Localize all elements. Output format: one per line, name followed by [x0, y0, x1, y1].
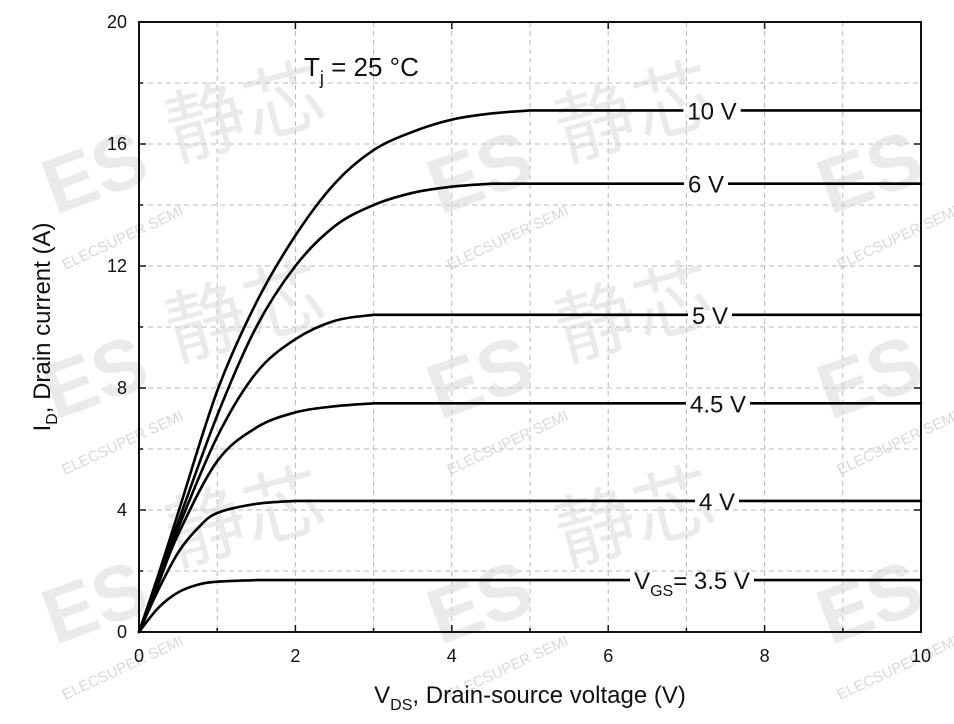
grid-lines: [139, 22, 921, 632]
iv-curve: [137, 109, 923, 634]
curve-label-gap: [630, 576, 754, 585]
y-tick-label: 16: [107, 134, 127, 154]
x-axis-title: VDS, Drain-source voltage (V): [374, 682, 686, 714]
watermark-logo: ES: [806, 113, 934, 231]
curves: 10 V 6 V 5 V 4.5 V 4 V VGS= 3.5 V: [137, 98, 923, 634]
watermark-cjk: 静芯: [156, 247, 335, 378]
curve-label-gap: [683, 106, 741, 115]
watermark-cjk: 静芯: [546, 452, 725, 583]
watermark-logo: ES: [806, 543, 934, 661]
y-tick-label: 0: [117, 622, 127, 642]
watermark-logo: ES: [416, 543, 544, 661]
axis-ticks: 0 2 4 6 8 10 0 4 8 12 16 20: [107, 12, 931, 666]
x-tick-label: 6: [603, 646, 613, 666]
iv-curve: [137, 578, 923, 634]
x-tick-label: 10: [911, 646, 931, 666]
curve-label: VGS= 3.5 V: [634, 568, 750, 600]
x-tick-label: 0: [134, 646, 144, 666]
watermark-logo: ES: [416, 113, 544, 231]
y-tick-label: 12: [107, 256, 127, 276]
curve-label: 4 V: [699, 489, 735, 516]
iv-curve: [137, 402, 923, 634]
y-tick-label: 8: [117, 378, 127, 398]
curve-label-gap: [687, 310, 733, 319]
x-tick-label: 8: [760, 646, 770, 666]
watermark-logo: ES: [806, 318, 934, 436]
curve-label: 10 V: [687, 98, 736, 125]
watermark-logo: ES: [416, 318, 544, 436]
y-tick-label: 20: [107, 12, 127, 32]
curve-label: 4.5 V: [690, 391, 746, 418]
curve-label-gap: [683, 179, 729, 188]
x-tick-label: 4: [447, 646, 457, 666]
temperature-annotation: Tj = 25 °C: [304, 52, 419, 88]
curve-label: 6 V: [688, 172, 724, 199]
y-axis-title: ID, Drain current (A): [29, 223, 61, 432]
iv-curve: [137, 499, 923, 634]
curve-label: 5 V: [692, 303, 728, 330]
iv-curve: [137, 182, 923, 634]
x-tick-label: 2: [290, 646, 300, 666]
curve-label-gap: [694, 496, 740, 505]
y-tick-label: 4: [117, 500, 127, 520]
curve-label-gap: [685, 399, 751, 408]
